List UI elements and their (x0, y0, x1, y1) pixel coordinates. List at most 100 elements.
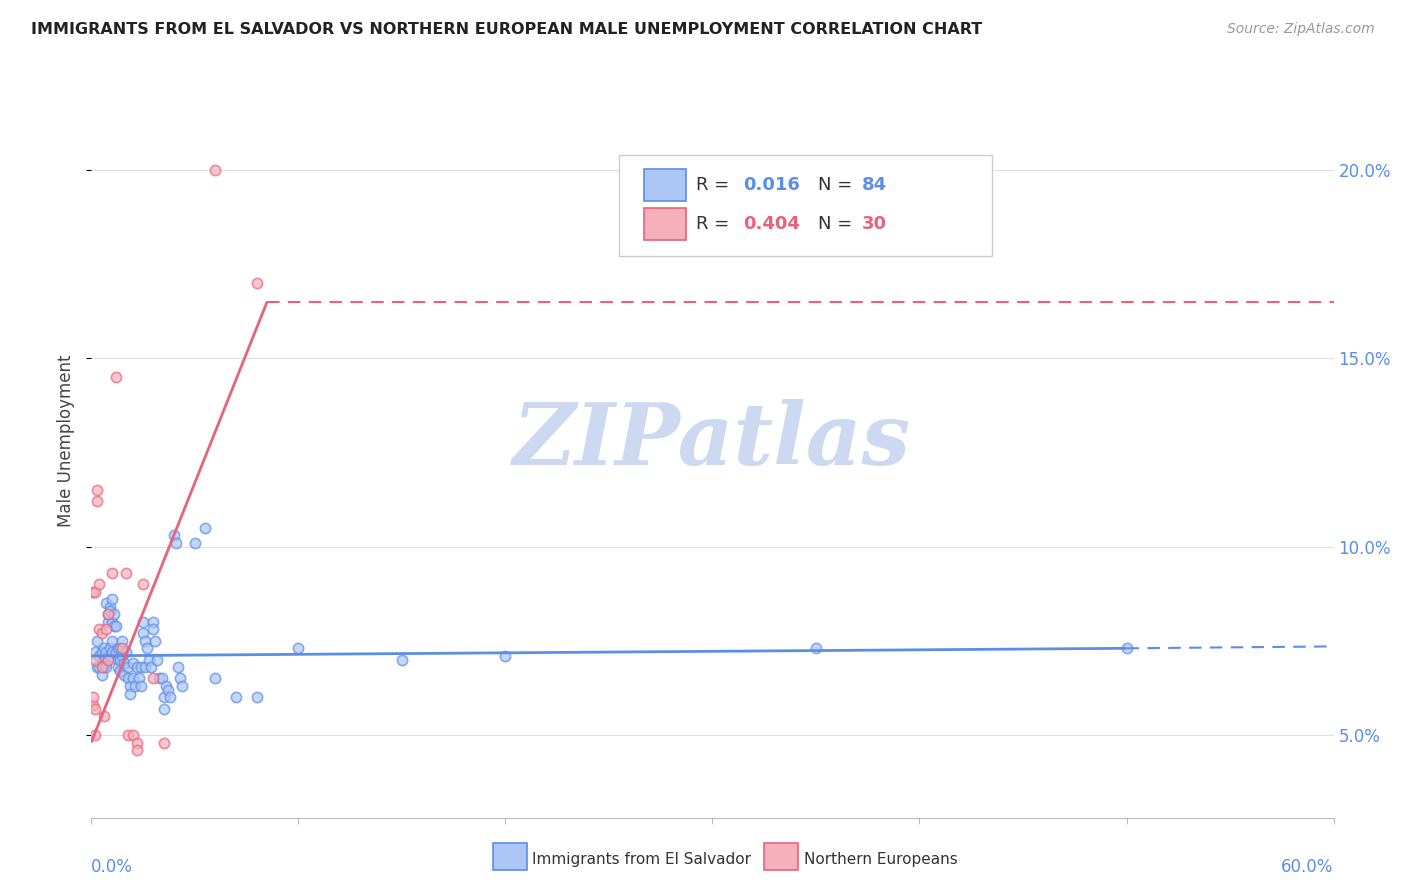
Point (111, 633, 134, 648)
Point (117, 728, 139, 742)
Point (90, 660, 112, 674)
Point (156, 682, 179, 697)
Text: 30: 30 (862, 215, 887, 233)
Text: R =: R = (696, 176, 735, 194)
Point (97, 615, 120, 629)
Point (105, 618, 128, 632)
Text: 84: 84 (862, 176, 887, 194)
Point (93, 709, 115, 723)
Point (103, 607, 125, 622)
Point (121, 657, 143, 671)
Text: 0.404: 0.404 (744, 215, 800, 233)
Point (134, 633, 156, 648)
Point (90, 626, 112, 640)
Point (204, 162, 226, 177)
Point (112, 657, 135, 671)
Point (84, 645, 107, 659)
Point (84, 701, 107, 715)
Point (246, 690, 269, 705)
Point (105, 645, 128, 659)
Point (97, 652, 120, 666)
Point (494, 648, 516, 663)
Point (142, 615, 165, 629)
Point (134, 660, 156, 674)
Point (125, 743, 148, 757)
Point (103, 618, 125, 632)
Point (167, 660, 190, 674)
Point (89, 648, 111, 663)
Text: Source: ZipAtlas.com: Source: ZipAtlas.com (1227, 22, 1375, 37)
Point (101, 645, 124, 659)
Point (246, 276, 269, 290)
Point (287, 641, 309, 656)
Text: R =: R = (696, 215, 735, 233)
Point (93, 660, 115, 674)
Point (89, 660, 111, 674)
Point (94, 645, 117, 659)
Text: 0.016: 0.016 (744, 176, 800, 194)
Point (84, 728, 107, 742)
Point (136, 641, 159, 656)
Point (94, 623, 117, 637)
Point (150, 672, 173, 686)
Point (124, 679, 146, 693)
Point (120, 679, 142, 693)
Point (111, 641, 134, 656)
Point (121, 728, 143, 742)
Point (1115, 641, 1137, 656)
Point (82, 690, 104, 705)
FancyBboxPatch shape (644, 208, 686, 240)
Point (125, 660, 148, 674)
Point (152, 690, 174, 705)
Point (98, 604, 121, 618)
Point (97, 607, 120, 622)
Point (86, 660, 108, 674)
Text: N =: N = (818, 215, 858, 233)
FancyBboxPatch shape (644, 169, 686, 201)
Text: 60.0%: 60.0% (1281, 858, 1334, 876)
Point (90, 645, 112, 659)
Text: ZIPatlas: ZIPatlas (513, 400, 911, 483)
Text: IMMIGRANTS FROM EL SALVADOR VS NORTHERN EUROPEAN MALE UNEMPLOYMENT CORRELATION C: IMMIGRANTS FROM EL SALVADOR VS NORTHERN … (31, 22, 983, 37)
Point (142, 672, 165, 686)
Point (121, 672, 143, 686)
Point (225, 690, 247, 705)
Text: Northern Europeans: Northern Europeans (804, 853, 957, 867)
Point (115, 566, 138, 580)
Point (132, 577, 155, 591)
Point (105, 370, 128, 384)
Text: Immigrants from El Salvador: Immigrants from El Salvador (533, 853, 751, 867)
Point (111, 648, 134, 663)
Point (132, 626, 155, 640)
Text: N =: N = (818, 176, 858, 194)
Point (84, 652, 107, 666)
Point (107, 660, 129, 674)
Point (138, 652, 160, 666)
Point (204, 672, 226, 686)
Point (84, 584, 107, 599)
Point (143, 633, 166, 648)
Point (152, 701, 174, 715)
Point (101, 615, 124, 629)
Point (108, 664, 131, 678)
Point (804, 641, 827, 656)
Point (94, 657, 117, 671)
Point (108, 652, 131, 666)
Y-axis label: Male Unemployment: Male Unemployment (58, 355, 75, 527)
Point (141, 660, 163, 674)
Point (93, 641, 115, 656)
Point (89, 623, 111, 637)
Point (108, 641, 131, 656)
Point (152, 735, 174, 749)
Point (117, 660, 139, 674)
Point (117, 672, 139, 686)
Point (94, 660, 117, 674)
Point (90, 657, 112, 671)
Point (101, 566, 124, 580)
Point (97, 607, 120, 622)
Point (86, 483, 108, 497)
Point (90, 667, 112, 681)
FancyBboxPatch shape (619, 154, 993, 256)
Point (129, 660, 152, 674)
Point (163, 528, 186, 542)
